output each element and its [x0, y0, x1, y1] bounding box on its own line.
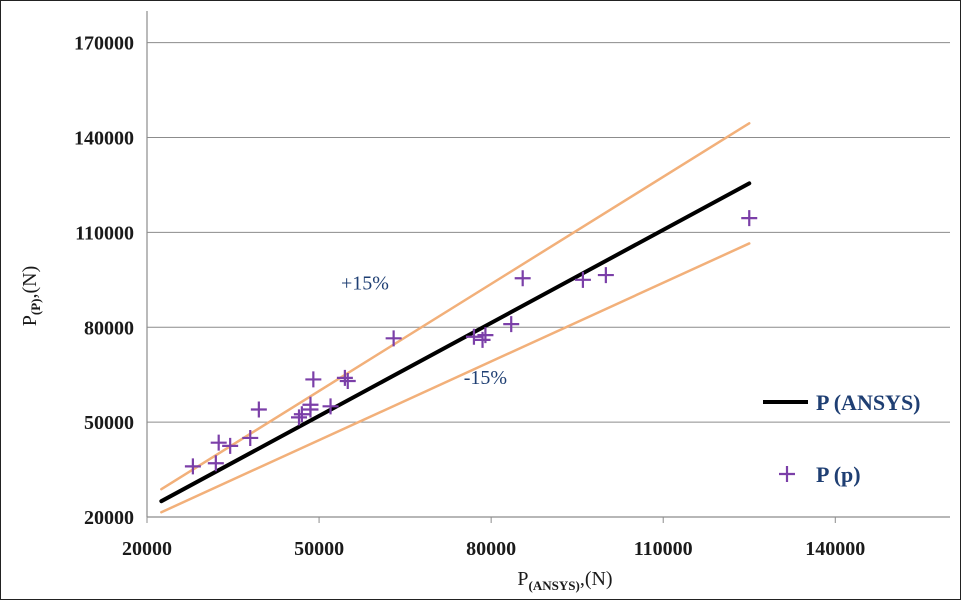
y-tick-label: 140000 [74, 128, 134, 150]
y-tick-label: 170000 [74, 33, 134, 55]
data-point [222, 437, 239, 454]
legend-label-points: P (p) [816, 462, 861, 487]
legend-label-ansys: P (ANSYS) [816, 390, 921, 415]
x-tick-label: 20000 [122, 538, 172, 560]
data-point [597, 267, 614, 284]
data-point [293, 406, 310, 423]
annotations: +15% -15% [341, 272, 507, 389]
band-label-minus: -15% [464, 367, 507, 389]
series-line-lower-band [160, 242, 751, 514]
data-point [322, 398, 339, 415]
grid-lines [146, 11, 950, 523]
data-point [514, 270, 531, 287]
x-tick-label: 80000 [466, 538, 516, 560]
data-point [339, 373, 356, 390]
data-point [210, 434, 227, 451]
x-tick-label: 110000 [634, 538, 693, 560]
data-point [741, 210, 758, 227]
y-axis-title: P(P),(N) [19, 266, 43, 327]
data-point [302, 401, 319, 418]
x-tick-labels: 20000 50000 80000 110000 140000 [122, 538, 865, 560]
legend-swatch-points [779, 466, 795, 482]
legend: P (ANSYS) P (p) [763, 390, 921, 487]
x-tick-label: 50000 [294, 538, 344, 560]
data-point [207, 455, 224, 472]
data-point [242, 429, 259, 446]
data-point [465, 328, 482, 345]
data-point [336, 369, 353, 386]
band-label-plus: +15% [341, 272, 389, 294]
data-point [290, 409, 307, 426]
data-point [503, 316, 520, 333]
series-line-upper-band [160, 122, 751, 491]
data-point [574, 271, 591, 288]
y-tick-label: 80000 [84, 317, 134, 339]
x-axis-title: P(ANSYS),(N) [517, 568, 612, 593]
data-point [305, 371, 322, 388]
y-tick-label: 50000 [84, 412, 134, 434]
series-line-ansys [159, 181, 752, 504]
points-layer [184, 210, 758, 475]
y-tick-labels: 20000 50000 80000 110000 140000 170000 [74, 33, 134, 529]
data-point [474, 331, 491, 348]
data-point [184, 458, 201, 475]
series-layer [159, 122, 752, 514]
x-tick-label: 140000 [805, 538, 865, 560]
data-point [250, 401, 267, 418]
y-tick-label: 20000 [84, 507, 134, 529]
y-tick-label: 110000 [75, 222, 134, 244]
data-point [385, 330, 402, 347]
